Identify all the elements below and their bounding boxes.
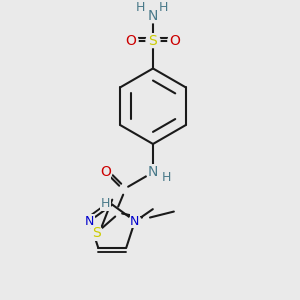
Circle shape [129, 215, 141, 227]
Circle shape [146, 165, 160, 179]
Circle shape [168, 34, 182, 48]
Circle shape [89, 226, 103, 240]
Text: S: S [148, 34, 158, 48]
Circle shape [146, 34, 160, 48]
Text: O: O [100, 165, 111, 179]
Text: N: N [130, 214, 140, 228]
Circle shape [98, 165, 112, 179]
Text: N: N [148, 165, 158, 179]
Text: N: N [148, 9, 158, 23]
Text: O: O [126, 34, 136, 48]
Text: N: N [85, 214, 94, 228]
Text: H: H [100, 197, 110, 210]
Text: H: H [135, 1, 145, 14]
Text: O: O [169, 34, 180, 48]
Circle shape [146, 9, 160, 23]
Text: S: S [92, 226, 101, 240]
Text: H: H [159, 1, 169, 14]
Text: H: H [162, 171, 172, 184]
Circle shape [124, 34, 138, 48]
Circle shape [84, 215, 95, 227]
